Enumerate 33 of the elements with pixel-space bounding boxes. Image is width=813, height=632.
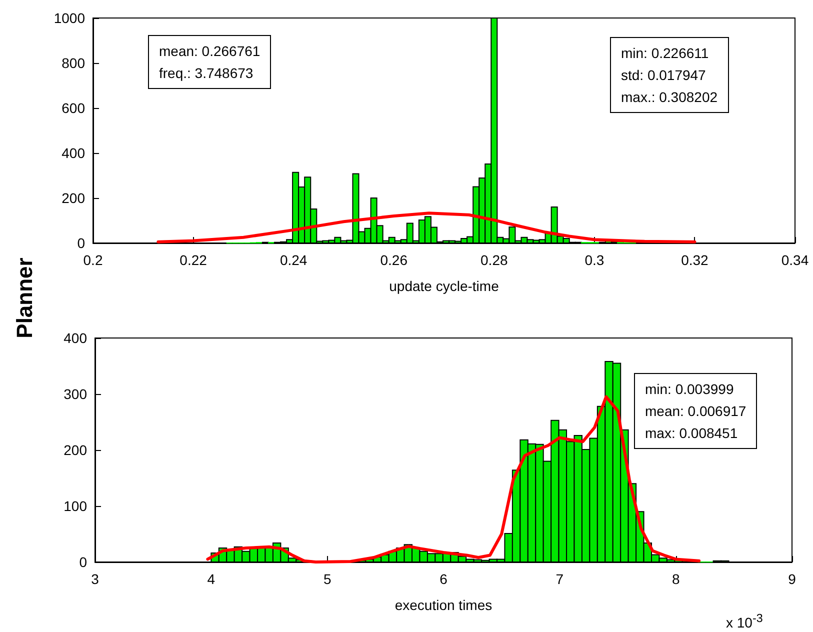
x-tick-label: 0.32	[681, 252, 709, 268]
x-tick-label: 0.2	[83, 252, 103, 268]
x-axis-title: update cycle-time	[389, 278, 500, 294]
y-axis-title: Planner	[12, 256, 38, 340]
annotation: min: 0.003999 mean: 0.006917 max: 0.008451	[634, 373, 758, 449]
y-tick-label: 200	[62, 190, 86, 206]
x-tick-label: 5	[323, 571, 332, 587]
text: x 10$^{-3}$	[726, 611, 763, 632]
x-tick-label: 7	[556, 571, 564, 587]
annotation: mean: 0.266761 freq.: 3.748673	[148, 35, 272, 89]
x-tick-label: 6	[440, 571, 448, 587]
x-tick-label: 0.26	[380, 252, 408, 268]
x-tick-label: 0.28	[480, 252, 508, 268]
y-tick-label: 800	[62, 55, 86, 71]
x-axis-title: execution times	[394, 597, 492, 613]
x-tick-label: 0.34	[781, 252, 809, 268]
x-tick-label: 0.22	[180, 252, 208, 268]
y-tick-label: 200	[64, 442, 88, 458]
y-tick-label: 1000	[54, 10, 86, 26]
x-tick-label: 9	[788, 571, 796, 587]
y-tick-label: 300	[64, 386, 88, 402]
x-tick-label: 0.3	[584, 252, 604, 268]
x-tick-label: 0.24	[280, 252, 308, 268]
y-tick-label: 400	[64, 330, 88, 346]
y-tick-label: 100	[64, 498, 88, 514]
x-tick-label: 4	[207, 571, 216, 587]
y-tick-label: 400	[62, 145, 86, 161]
x-tick-label: 3	[91, 571, 100, 587]
y-tick-label: 600	[62, 100, 86, 116]
y-tick-label: 0	[77, 235, 86, 251]
x-tick-label: 8	[672, 571, 680, 587]
y-tick-label: 0	[79, 554, 88, 570]
annotation: min: 0.226611 std: 0.017947 max.: 0.308202	[610, 37, 729, 113]
